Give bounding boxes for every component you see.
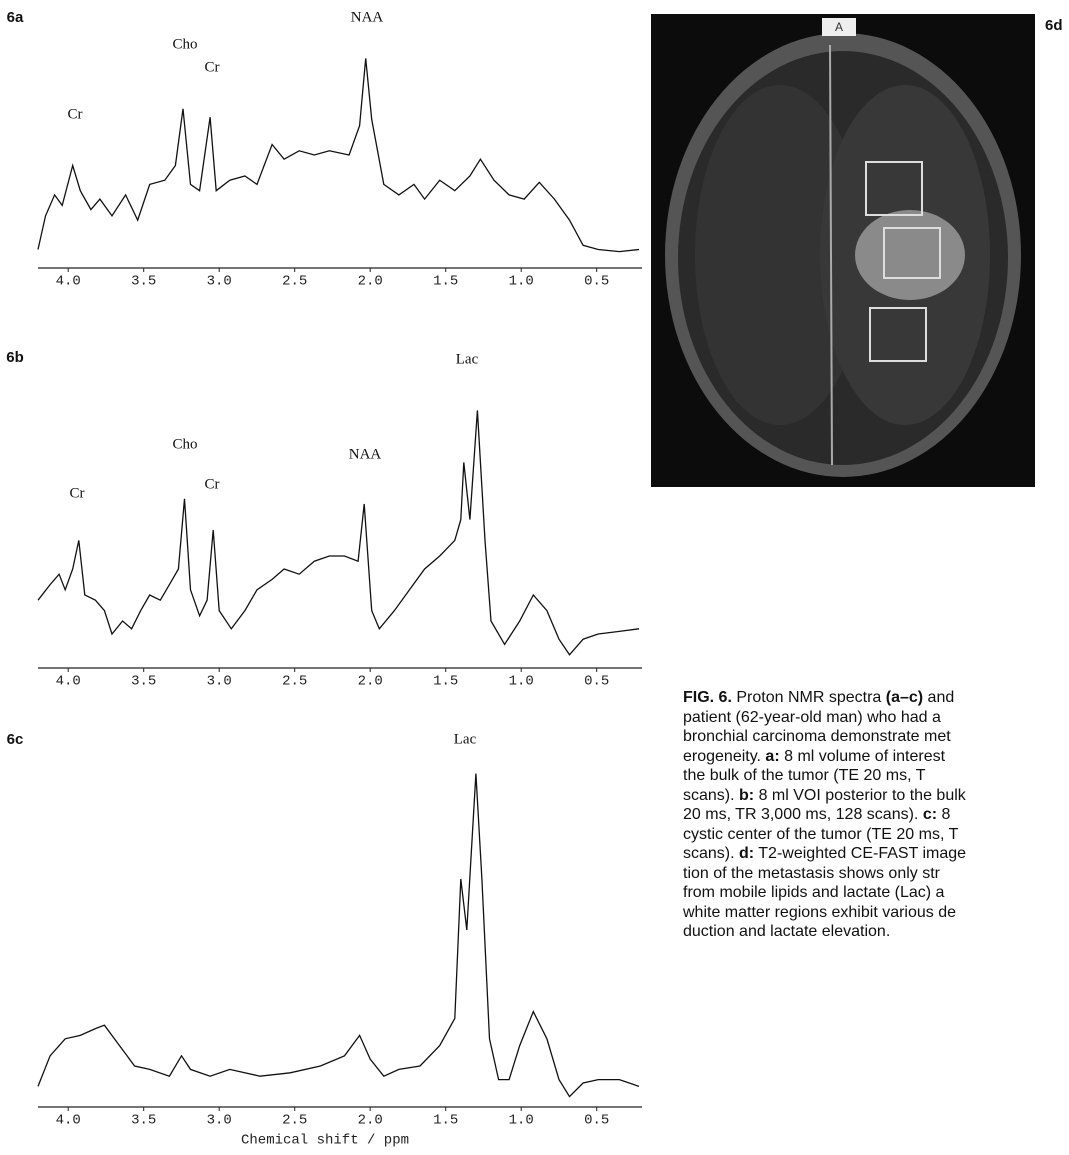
x-tick-label: 2.5 xyxy=(282,674,307,690)
caption-text: tion of the metastasis shows only str xyxy=(683,864,940,882)
caption-text: patient (62-year-old man) who had a xyxy=(683,708,941,726)
mri-image: A 6d xyxy=(651,14,1063,487)
caption-text: bronchial carcinoma demonstrate met xyxy=(683,728,951,745)
caption-line: tion of the metastasis shows only str xyxy=(683,864,1069,884)
x-tick-label: 2.0 xyxy=(358,274,383,290)
panel-label: 6a xyxy=(7,9,24,26)
caption-text: white matter regions exhibit various de xyxy=(683,903,957,921)
x-tick-label: 1.0 xyxy=(509,1113,534,1129)
peak-label: Lac xyxy=(454,731,477,747)
caption-line: patient (62-year-old man) who had a xyxy=(683,708,1069,728)
midline xyxy=(829,44,833,466)
caption-text: (a–c) xyxy=(885,689,924,706)
peak-label: NAA xyxy=(349,446,382,462)
x-tick-label: 3.5 xyxy=(131,674,156,690)
spectrum xyxy=(37,773,640,1098)
caption-text: c: xyxy=(922,806,938,823)
tumor xyxy=(855,210,965,300)
marker-box xyxy=(822,18,856,36)
caption-line: from mobile lipids and lactate (Lac) a xyxy=(683,883,1069,903)
peak-label: Lac xyxy=(456,351,479,367)
caption-text: b: xyxy=(739,786,755,804)
x-tick-label: 2.0 xyxy=(358,674,383,690)
x-tick-label: 1.5 xyxy=(433,674,458,690)
x-tick-label: 4.0 xyxy=(56,274,81,290)
x-tick-label: 3.0 xyxy=(207,1113,232,1129)
caption-text: and xyxy=(923,689,955,706)
caption-line: duction and lactate elevation. xyxy=(683,922,1069,942)
caption-text: T2-weighted CE-FAST image xyxy=(754,845,967,862)
voi-box xyxy=(869,307,927,362)
x-tick-label: 1.0 xyxy=(509,274,534,290)
x-tick-label: 0.5 xyxy=(584,274,609,290)
peak-label: Cho xyxy=(172,436,197,452)
x-tick-label: 0.5 xyxy=(584,1113,609,1129)
x-tick-label: 1.0 xyxy=(509,674,534,690)
caption-line: erogeneity. a: 8 ml volume of interest xyxy=(683,747,1069,767)
x-tick-label: 2.5 xyxy=(282,274,307,290)
caption-text: 8 ml VOI posterior to the bulk xyxy=(754,786,966,804)
caption-line: the bulk of the tumor (TE 20 ms, T xyxy=(683,766,1069,786)
caption-line: scans). b: 8 ml VOI posterior to the bul… xyxy=(683,786,1069,806)
x-tick-label: 3.5 xyxy=(131,274,156,290)
caption-line: cystic center of the tumor (TE 20 ms, T xyxy=(683,825,1069,845)
caption-line: bronchial carcinoma demonstrate met xyxy=(683,727,1069,747)
caption-text: erogeneity. xyxy=(683,747,766,765)
caption-text: the bulk of the tumor (TE 20 ms, T xyxy=(683,767,926,784)
caption-text: cystic center of the tumor (TE 20 ms, T xyxy=(683,825,959,843)
x-tick-label: 4.0 xyxy=(56,1113,81,1129)
caption-text: Proton NMR spectra xyxy=(731,689,886,706)
caption-line: FIG. 6. Proton NMR spectra (a–c) and xyxy=(683,688,1069,708)
panel-label: 6b xyxy=(6,349,24,366)
voi-box xyxy=(883,227,941,279)
peak-label: Cr xyxy=(205,476,220,492)
caption-line: scans). d: T2-weighted CE-FAST image xyxy=(683,844,1069,864)
caption-text: scans). xyxy=(683,786,740,804)
x-axis-label: Chemical shift / ppm xyxy=(241,1133,409,1149)
caption-text: a: xyxy=(765,747,780,765)
panel-label: 6c xyxy=(7,731,24,748)
caption-line: white matter regions exhibit various de xyxy=(683,903,1069,923)
caption-text: duction and lactate elevation. xyxy=(683,923,891,940)
peak-label: Cr xyxy=(205,59,220,75)
peak-label: Cr xyxy=(68,106,83,122)
peak-label: NAA xyxy=(351,9,384,25)
peak-label: Cho xyxy=(172,36,197,52)
caption-text: FIG. 6. xyxy=(683,689,732,706)
x-tick-label: 0.5 xyxy=(584,674,609,690)
caption-text: 20 ms, TR 3,000 ms, 128 scans). xyxy=(683,806,923,823)
spectrum xyxy=(37,58,640,253)
spectrum xyxy=(37,410,640,656)
caption-text: d: xyxy=(739,845,755,862)
caption: FIG. 6. Proton NMR spectra (a–c) and pati… xyxy=(683,688,1069,942)
marker: A xyxy=(835,20,843,34)
x-tick-label: 2.5 xyxy=(282,1113,307,1129)
peak-label: Cr xyxy=(70,485,85,501)
caption-line: 20 ms, TR 3,000 ms, 128 scans). c: 8 xyxy=(683,805,1069,825)
voi-box xyxy=(865,161,923,216)
hemisphere xyxy=(695,85,865,425)
caption-text: 8 ml volume of interest xyxy=(779,747,946,765)
caption-text: 8 xyxy=(937,806,951,823)
panel-label: 6d xyxy=(1045,17,1063,34)
x-tick-label: 3.5 xyxy=(131,1113,156,1129)
x-tick-label: 2.0 xyxy=(358,1113,383,1129)
x-tick-label: 1.5 xyxy=(433,1113,458,1129)
x-tick-label: 1.5 xyxy=(433,274,458,290)
caption-text: from mobile lipids and lactate (Lac) a xyxy=(683,884,945,901)
caption-text: scans). xyxy=(683,845,740,862)
x-tick-label: 3.0 xyxy=(207,674,232,690)
x-tick-label: 3.0 xyxy=(207,274,232,290)
x-tick-label: 4.0 xyxy=(56,674,81,690)
